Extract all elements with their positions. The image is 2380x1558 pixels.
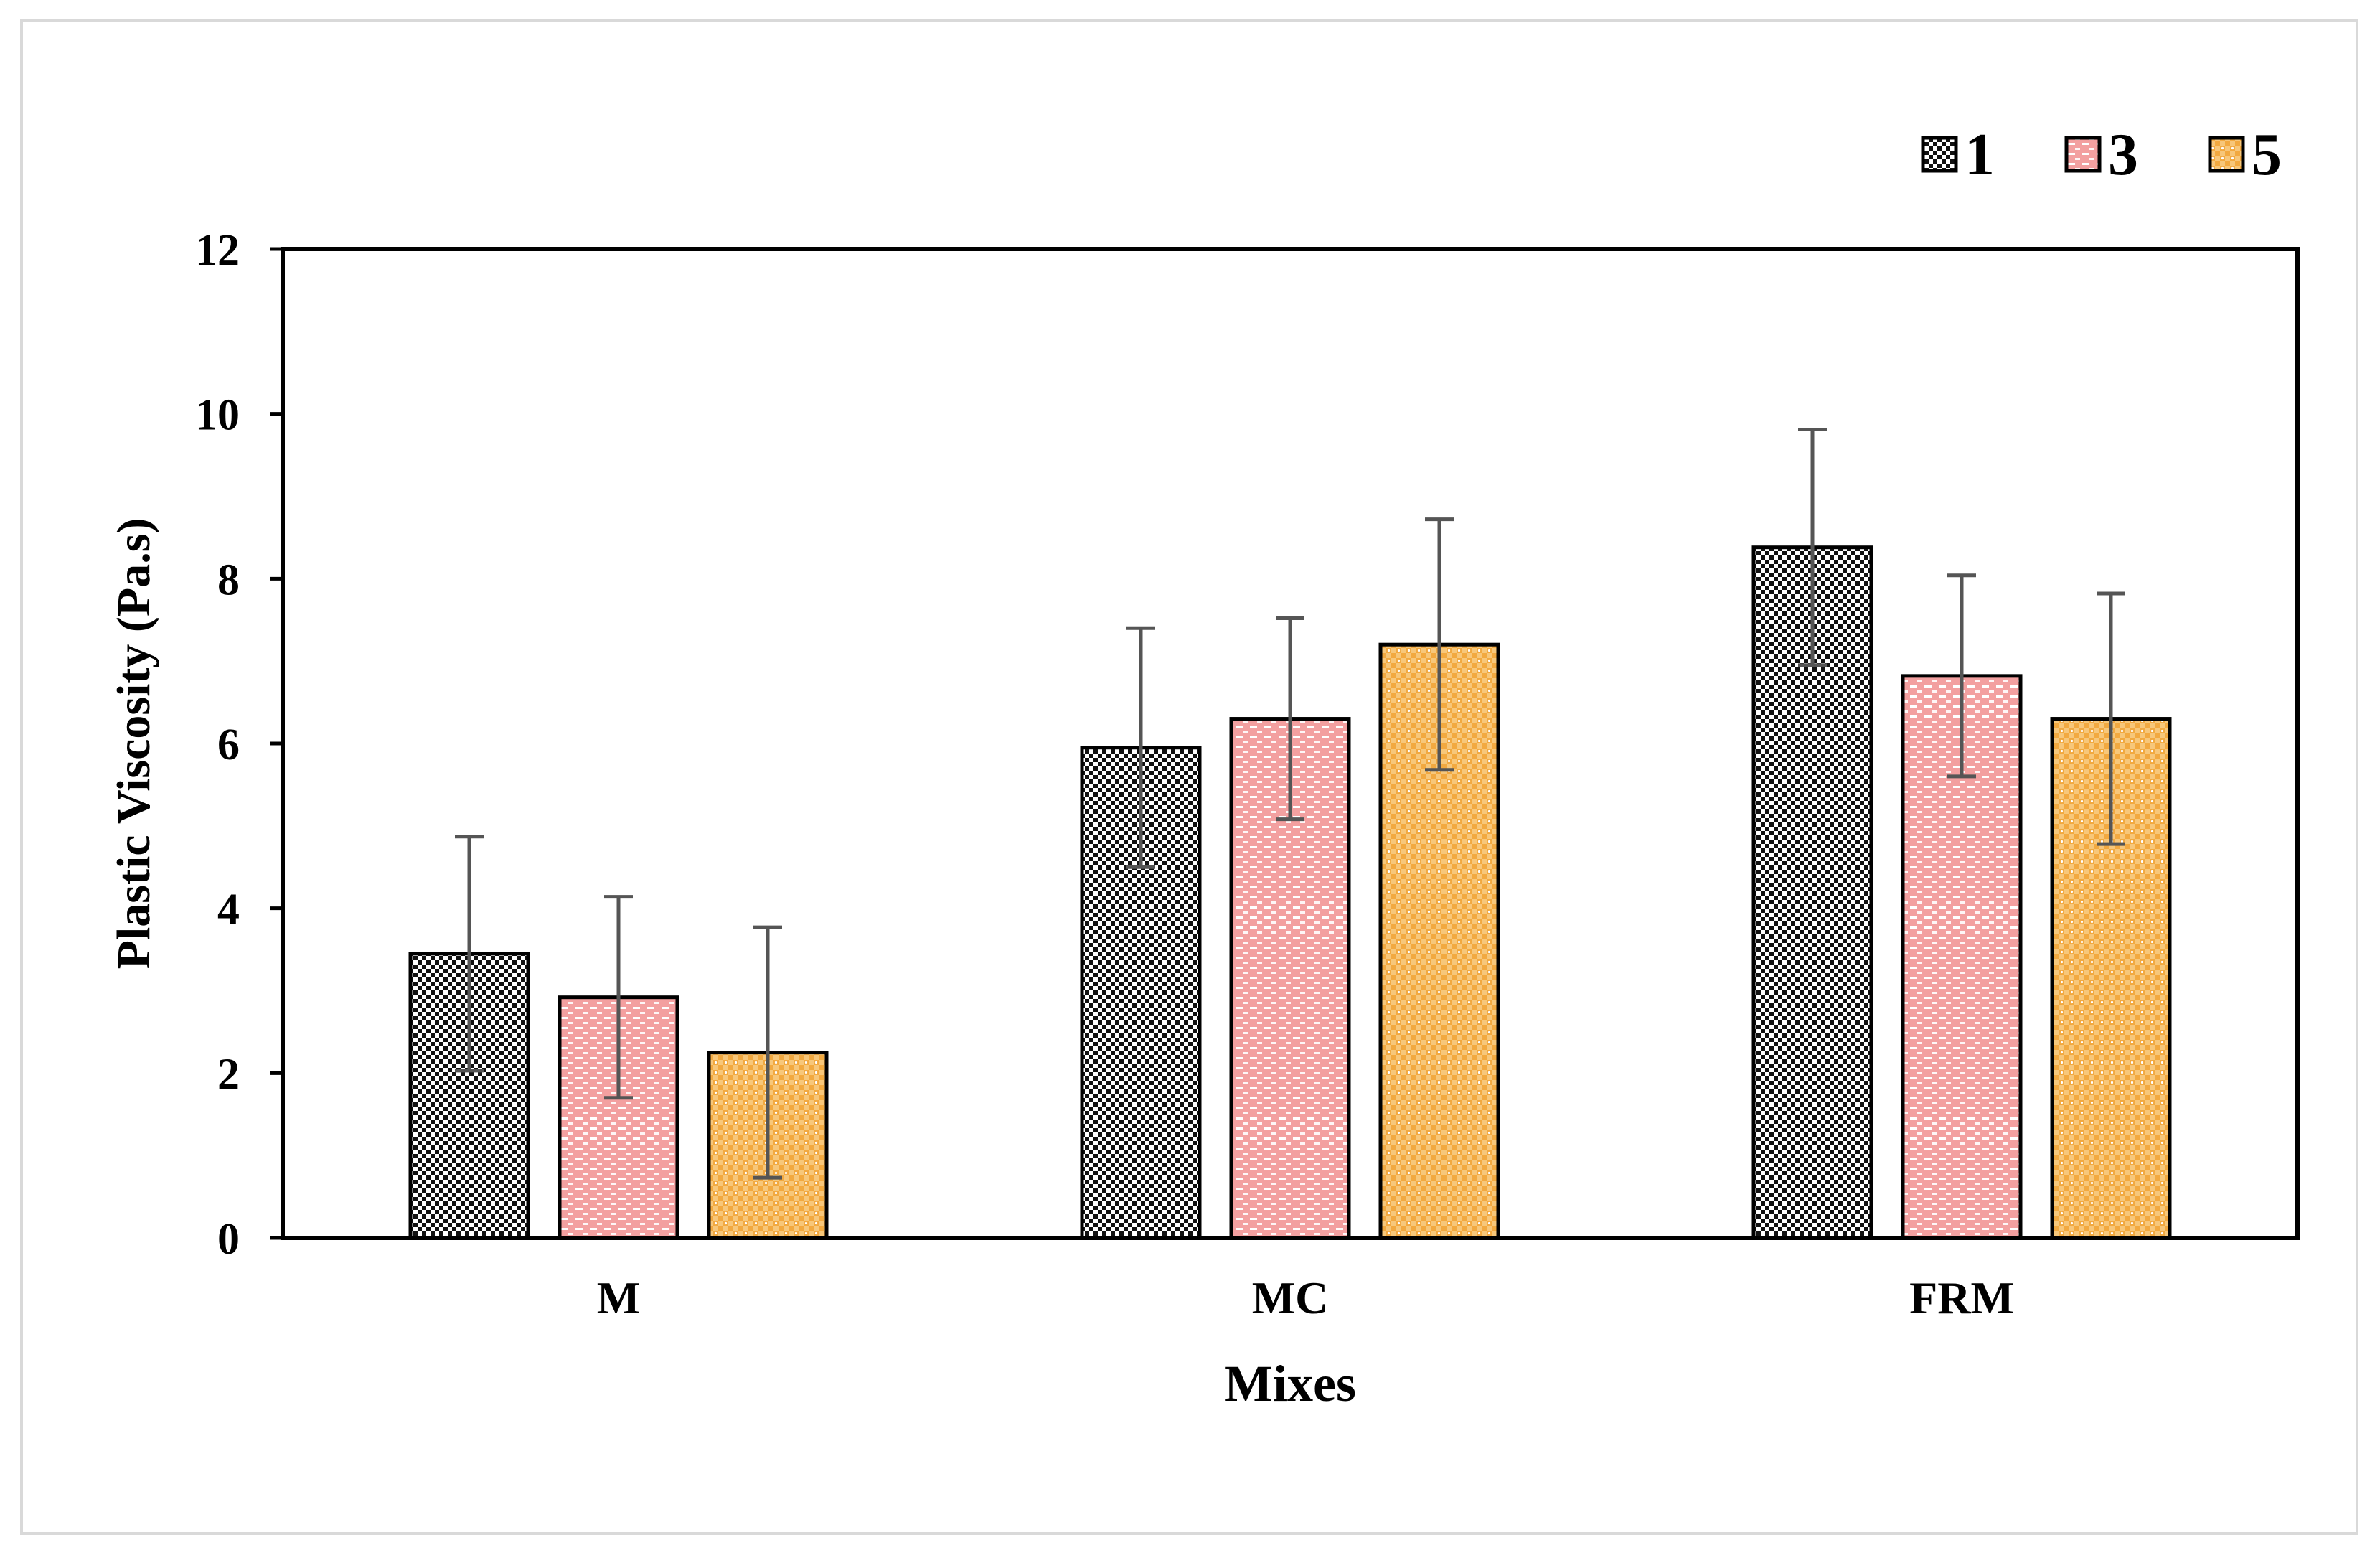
y-tick-label: 4	[217, 886, 240, 934]
x-tick-label: MC	[1252, 1272, 1329, 1323]
y-tick-label: 8	[217, 555, 240, 604]
y-tick-label: 6	[217, 721, 240, 769]
x-axis-ticks: M MC FRM	[597, 1272, 2014, 1323]
legend-swatch-3	[2064, 136, 2102, 173]
legend-label-1: 1	[1965, 121, 1995, 188]
x-tick-label: FRM	[1909, 1272, 2014, 1323]
y-axis-ticks: 0 2 4 6 8 10 12	[195, 226, 283, 1264]
y-tick-label: 2	[217, 1050, 240, 1099]
legend-swatch-5	[2208, 136, 2245, 173]
legend-swatch-1	[1921, 136, 1958, 173]
x-tick-label: M	[597, 1272, 640, 1323]
x-axis-label: Mixes	[1224, 1355, 1356, 1412]
y-tick-label: 0	[217, 1215, 240, 1264]
legend-label-3: 3	[2108, 121, 2138, 188]
legend: 1 3 5	[1921, 121, 2282, 188]
y-tick-label: 10	[195, 391, 240, 440]
y-tick-label: 12	[195, 226, 240, 275]
error-bars-group	[455, 427, 2125, 1180]
y-axis-label: Plastic Viscosity (Pa.s)	[108, 518, 160, 970]
legend-label-5: 5	[2252, 121, 2282, 188]
